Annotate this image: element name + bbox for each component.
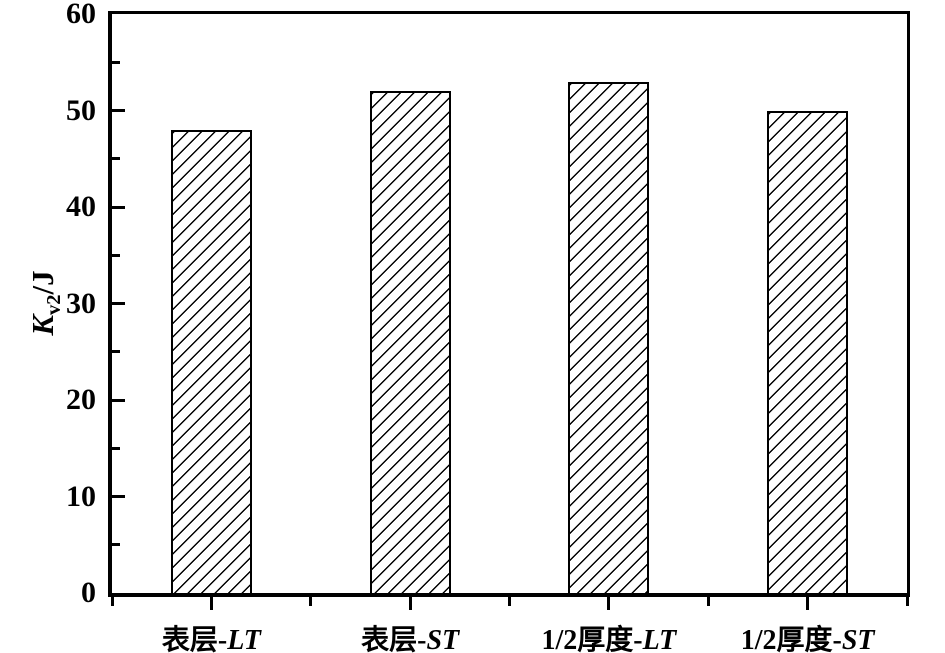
y-tick-label: 0	[81, 576, 96, 609]
x-minor-tick	[706, 597, 710, 606]
x-category-prefix: 表层-	[161, 625, 228, 653]
y-minor-tick	[112, 253, 120, 257]
y-major-tick	[112, 302, 125, 305]
y-major-tick	[112, 109, 125, 112]
bar-0	[170, 129, 252, 593]
x-category-direction: ST	[426, 625, 460, 653]
y-tick-label: 10	[66, 479, 96, 513]
y-minor-tick	[112, 446, 120, 450]
x-minor-tick	[309, 597, 313, 606]
plot-area	[108, 11, 910, 597]
y-tick-label: 40	[66, 190, 96, 223]
x-category-prefix: 1/2厚度-	[740, 625, 842, 653]
y-tick-label: 50	[66, 93, 96, 127]
x-category-label: 1/2厚度-LT	[489, 618, 729, 653]
x-minor-tick	[110, 597, 114, 606]
x-major-tick	[209, 597, 213, 610]
y-minor-tick	[112, 350, 120, 354]
x-category-direction: LT	[227, 625, 261, 653]
bar-2	[568, 81, 650, 593]
x-major-tick	[607, 597, 611, 610]
y-tick-label: 20	[66, 383, 96, 416]
y-tick-label: 30	[66, 286, 96, 320]
x-major-tick	[408, 597, 412, 610]
x-minor-tick	[508, 597, 511, 606]
x-category-label: 表层-ST	[290, 618, 530, 653]
x-category-direction: ST	[841, 625, 875, 653]
y-major-tick	[112, 495, 125, 498]
x-major-tick	[806, 597, 810, 610]
x-category-label: 表层-LT	[91, 618, 331, 653]
y-tick-label: 60	[66, 0, 96, 30]
x-category-label: 1/2厚度-ST	[688, 618, 928, 653]
y-minor-tick	[112, 543, 120, 547]
bar-1	[369, 91, 451, 593]
y-minor-tick	[112, 60, 120, 64]
x-category-prefix: 表层-	[361, 625, 427, 653]
y-major-tick	[112, 205, 125, 209]
y-minor-tick	[112, 157, 120, 161]
x-minor-tick	[905, 597, 909, 606]
x-category-direction: LT	[642, 625, 677, 653]
y-major-tick	[112, 398, 125, 402]
bar-3	[767, 110, 849, 593]
x-category-prefix: 1/2厚度-	[541, 625, 643, 653]
